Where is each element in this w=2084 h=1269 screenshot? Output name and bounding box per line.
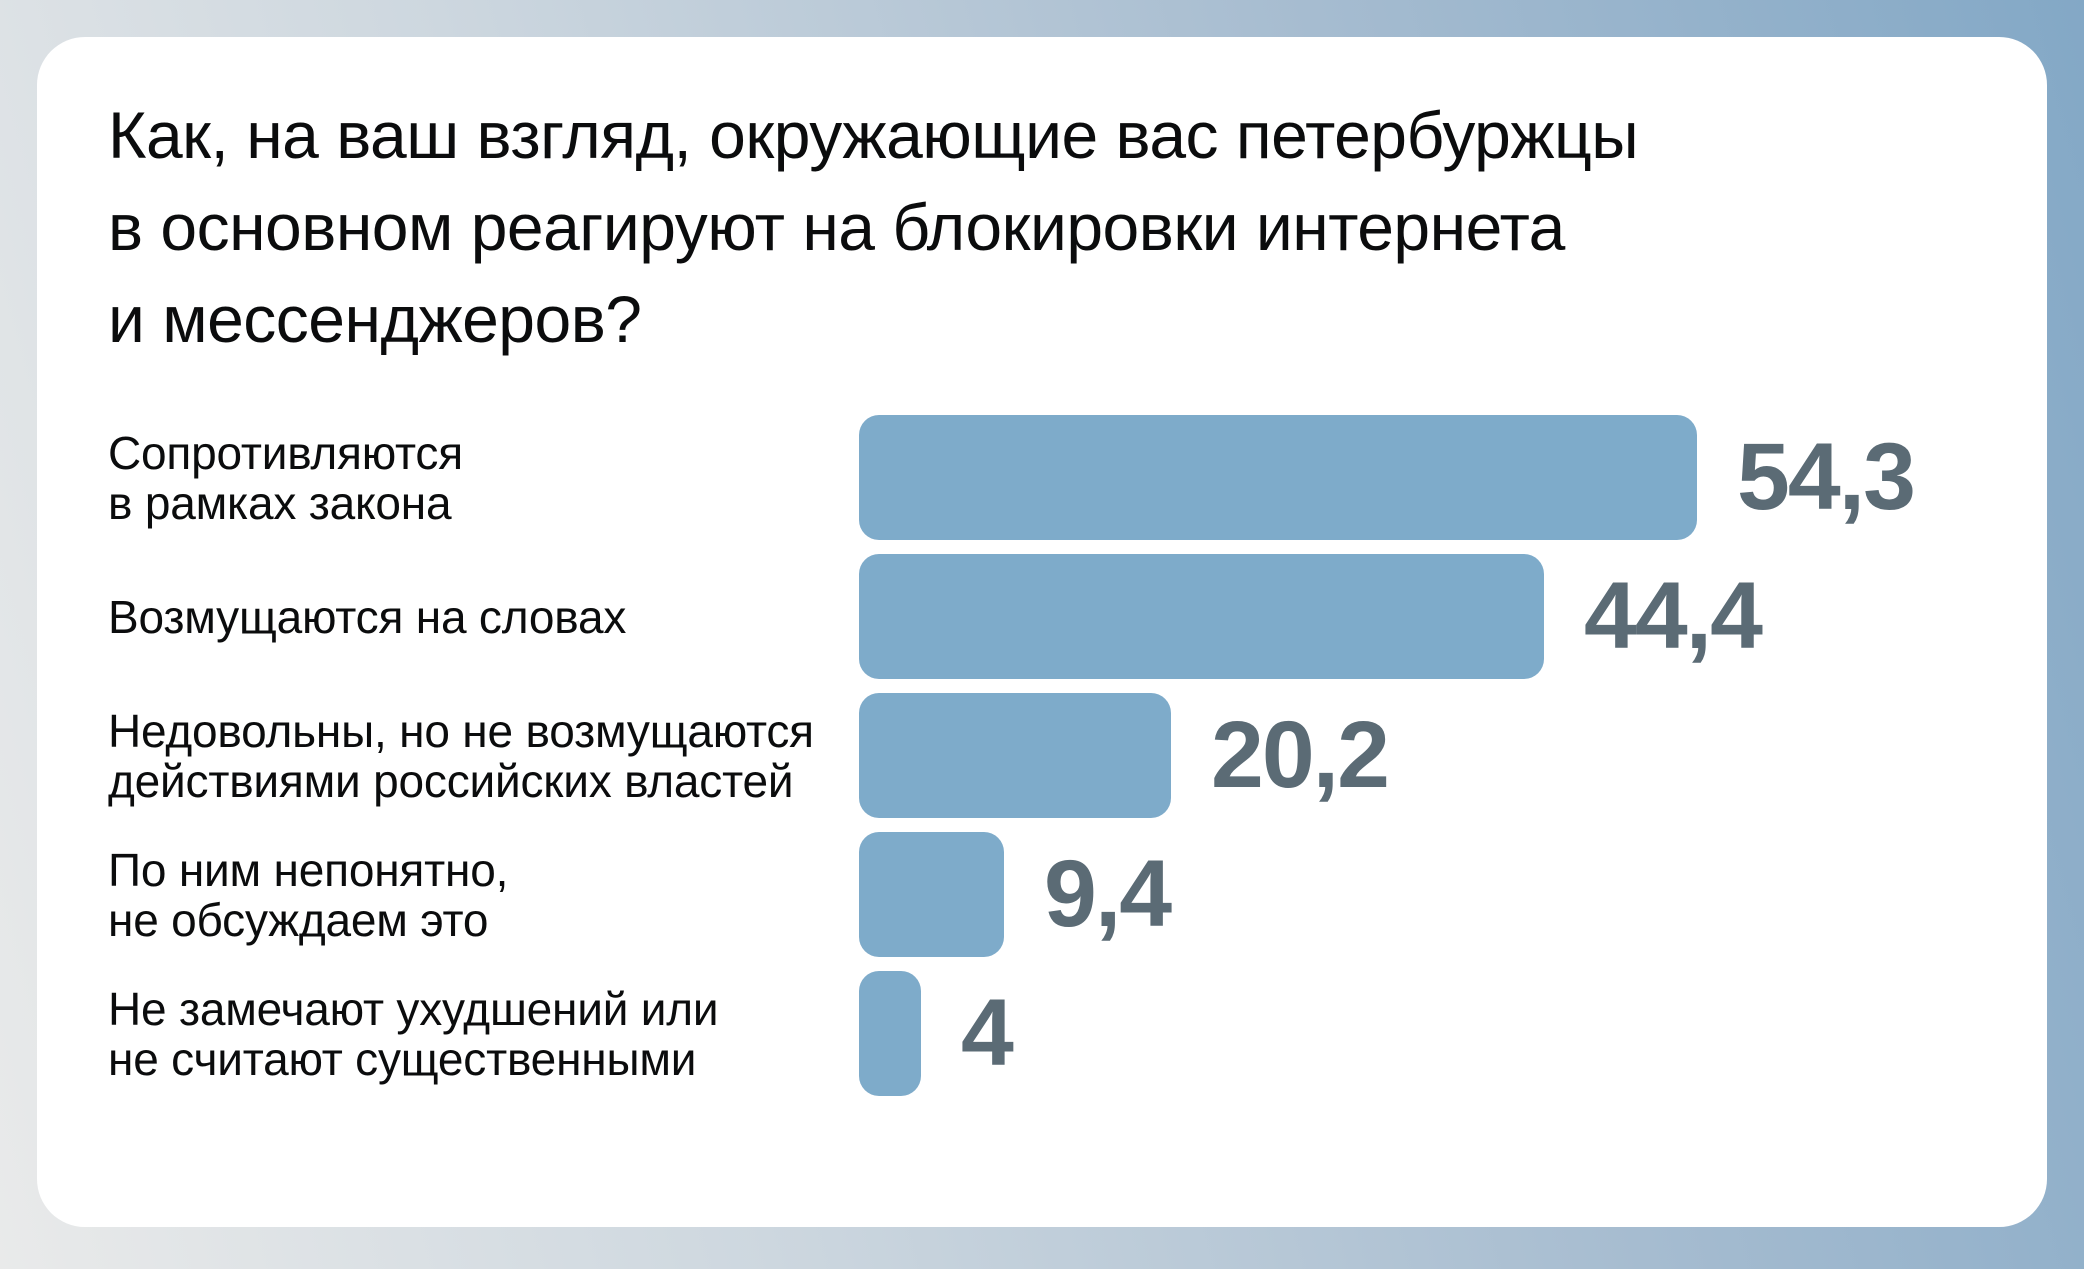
chart-row: Возмущаются на словах 44,4: [37, 554, 2047, 679]
value-label: 54,3: [1737, 424, 1916, 530]
category-label-line: действиями российских властей: [108, 754, 794, 807]
bar: [859, 415, 1697, 540]
chart-card: Как, на ваш взгляд, окружающие вас петер…: [37, 37, 2047, 1227]
category-label: Сопротивляются в рамках закона: [108, 428, 859, 528]
category-label: По ним непонятно, не обсуждаем это: [108, 845, 859, 945]
chart-row: Не замечают ухудшений или не считают суще…: [37, 971, 2047, 1096]
value-label: 4: [961, 980, 1014, 1086]
value-label: 9,4: [1044, 841, 1172, 947]
bar: [859, 832, 1004, 957]
chart-title-line: Как, на ваш взгляд, окружающие вас петер…: [108, 98, 1639, 172]
category-label: Не замечают ухудшений или не считают суще…: [108, 984, 859, 1084]
category-label-line: По ним непонятно,: [108, 843, 509, 896]
category-label: Недовольны, но не возмущаются действиями …: [108, 706, 859, 806]
chart-title-line: в основном реагируют на блокировки интер…: [108, 190, 1565, 264]
chart-title-line: и мессенджеров?: [108, 282, 642, 356]
chart-row: По ним непонятно, не обсуждаем это 9,4: [37, 832, 2047, 957]
bar: [859, 693, 1171, 818]
chart-title: Как, на ваш взгляд, окружающие вас петер…: [108, 89, 1978, 365]
category-label-line: Не замечают ухудшений или: [108, 982, 719, 1035]
chart-row: Сопротивляются в рамках закона 54,3: [37, 415, 2047, 540]
category-label-line: Возмущаются на словах: [108, 590, 627, 643]
value-label: 20,2: [1211, 702, 1390, 808]
bar: [859, 971, 921, 1096]
value-label: 44,4: [1584, 563, 1763, 669]
category-label-line: не обсуждаем это: [108, 893, 489, 946]
category-label: Возмущаются на словах: [108, 592, 859, 642]
category-label-line: Сопротивляются: [108, 426, 463, 479]
bar-chart: Сопротивляются в рамках закона 54,3 Возму…: [37, 415, 2047, 1110]
chart-row: Недовольны, но не возмущаются действиями …: [37, 693, 2047, 818]
category-label-line: не считают существенными: [108, 1032, 697, 1085]
bar: [859, 554, 1544, 679]
category-label-line: в рамках закона: [108, 476, 452, 529]
category-label-line: Недовольны, но не возмущаются: [108, 704, 814, 757]
